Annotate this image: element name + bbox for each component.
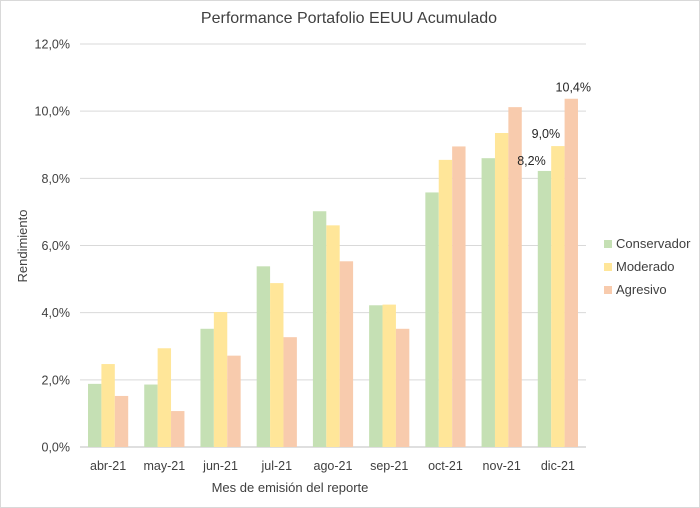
x-tick-label: ago-21 <box>314 459 353 473</box>
bar <box>157 348 172 447</box>
bar <box>88 383 102 447</box>
bar <box>494 132 509 447</box>
x-tick-label: jun-21 <box>202 459 238 473</box>
legend-swatch <box>604 240 612 248</box>
bar <box>339 261 354 447</box>
chart-title: Performance Portafolio EEUU Acumulado <box>201 10 497 27</box>
legend: Conservador Moderado Agresivo <box>604 236 691 297</box>
x-axis-label: Mes de emisión del reporte <box>212 480 369 495</box>
x-tick-label: abr-21 <box>90 459 126 473</box>
bar <box>481 158 495 447</box>
bar <box>200 328 214 447</box>
data-labels: 8,2% 9,0% 10,4% <box>517 81 591 168</box>
x-tick-label: jul-21 <box>260 459 292 473</box>
bar <box>213 311 228 447</box>
bar <box>144 384 158 447</box>
bar <box>382 304 396 447</box>
x-tick-label: may-21 <box>143 459 185 473</box>
bar <box>326 225 340 447</box>
legend-label: Agresivo <box>616 282 667 297</box>
y-tick-label: 6,0% <box>42 239 71 253</box>
bar <box>452 146 466 447</box>
bar <box>438 159 453 448</box>
legend-label: Conservador <box>616 236 691 251</box>
bar <box>101 364 115 447</box>
data-label: 10,4% <box>556 81 591 95</box>
data-label: 9,0% <box>532 127 561 141</box>
y-tick-label: 0,0% <box>42 441 71 455</box>
bar <box>551 146 565 448</box>
y-tick-label: 12,0% <box>35 38 70 52</box>
data-label: 8,2% <box>517 154 546 168</box>
y-tick-label: 10,0% <box>35 105 70 119</box>
x-tick-label: dic-21 <box>541 459 575 473</box>
x-tick-label: nov-21 <box>483 459 521 473</box>
bar <box>395 328 410 447</box>
y-axis-label: Rendimiento <box>15 210 30 283</box>
bar <box>537 170 552 447</box>
bar <box>369 305 383 447</box>
y-tick-label: 4,0% <box>42 306 71 320</box>
x-tick-label: oct-21 <box>428 459 463 473</box>
bar <box>283 337 297 447</box>
x-tick-label: sep-21 <box>370 459 408 473</box>
y-tick-label: 8,0% <box>42 172 71 186</box>
bar <box>114 395 129 447</box>
tick-labels: 0,0% 2,0% 4,0% 6,0% 8,0% 10,0% 12,0% abr-21 may-… <box>35 38 575 474</box>
bars <box>88 98 578 448</box>
bar <box>312 211 327 447</box>
legend-swatch <box>604 263 612 271</box>
bar <box>227 355 241 447</box>
y-tick-label: 2,0% <box>42 373 71 387</box>
bar <box>425 192 439 447</box>
bar <box>564 98 578 447</box>
bar <box>508 107 522 448</box>
legend-label: Moderado <box>616 259 675 274</box>
legend-swatch <box>604 286 612 294</box>
bar <box>270 283 284 447</box>
bar <box>171 411 185 447</box>
bar <box>256 266 271 447</box>
